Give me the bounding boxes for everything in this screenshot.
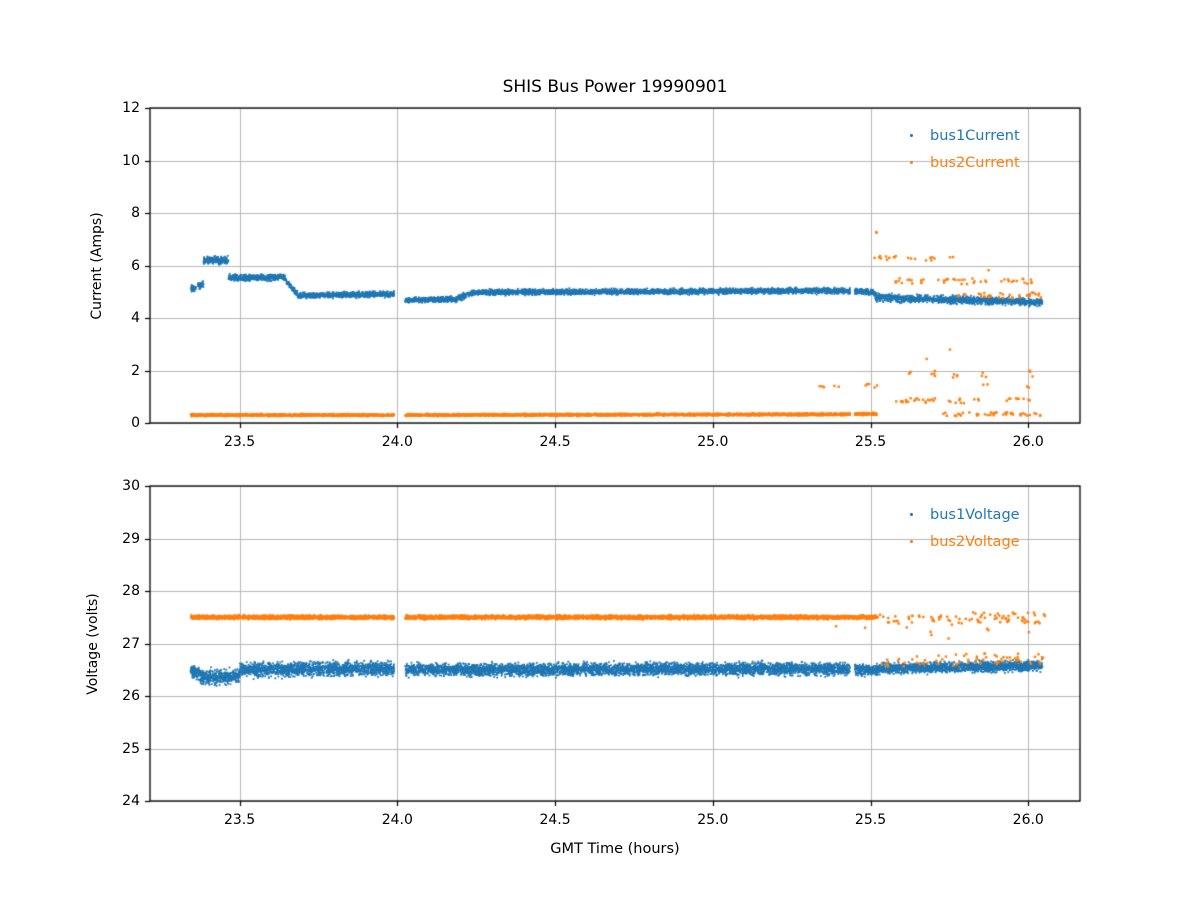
bus-power-chart-canvas xyxy=(0,0,1200,900)
